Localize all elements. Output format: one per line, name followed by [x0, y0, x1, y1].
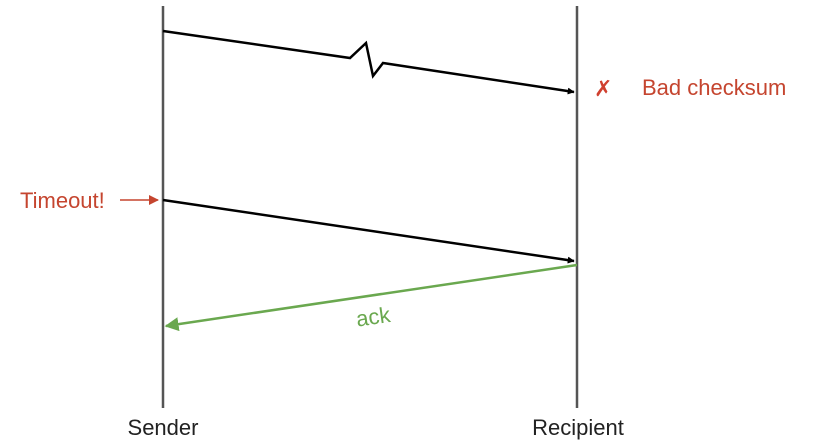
- recipient-label: Recipient: [532, 415, 624, 440]
- corrupted-message-arrow: [162, 29, 575, 95]
- bad-checksum-label: Bad checksum: [642, 75, 786, 100]
- ack-label: ack: [355, 302, 393, 332]
- timeout-label: Timeout!: [20, 188, 105, 213]
- ack-message-arrow: [164, 263, 578, 332]
- sender-label: Sender: [128, 415, 199, 440]
- retransmit-message-arrow: [162, 198, 575, 264]
- error-mark-icon: ✗: [594, 77, 612, 102]
